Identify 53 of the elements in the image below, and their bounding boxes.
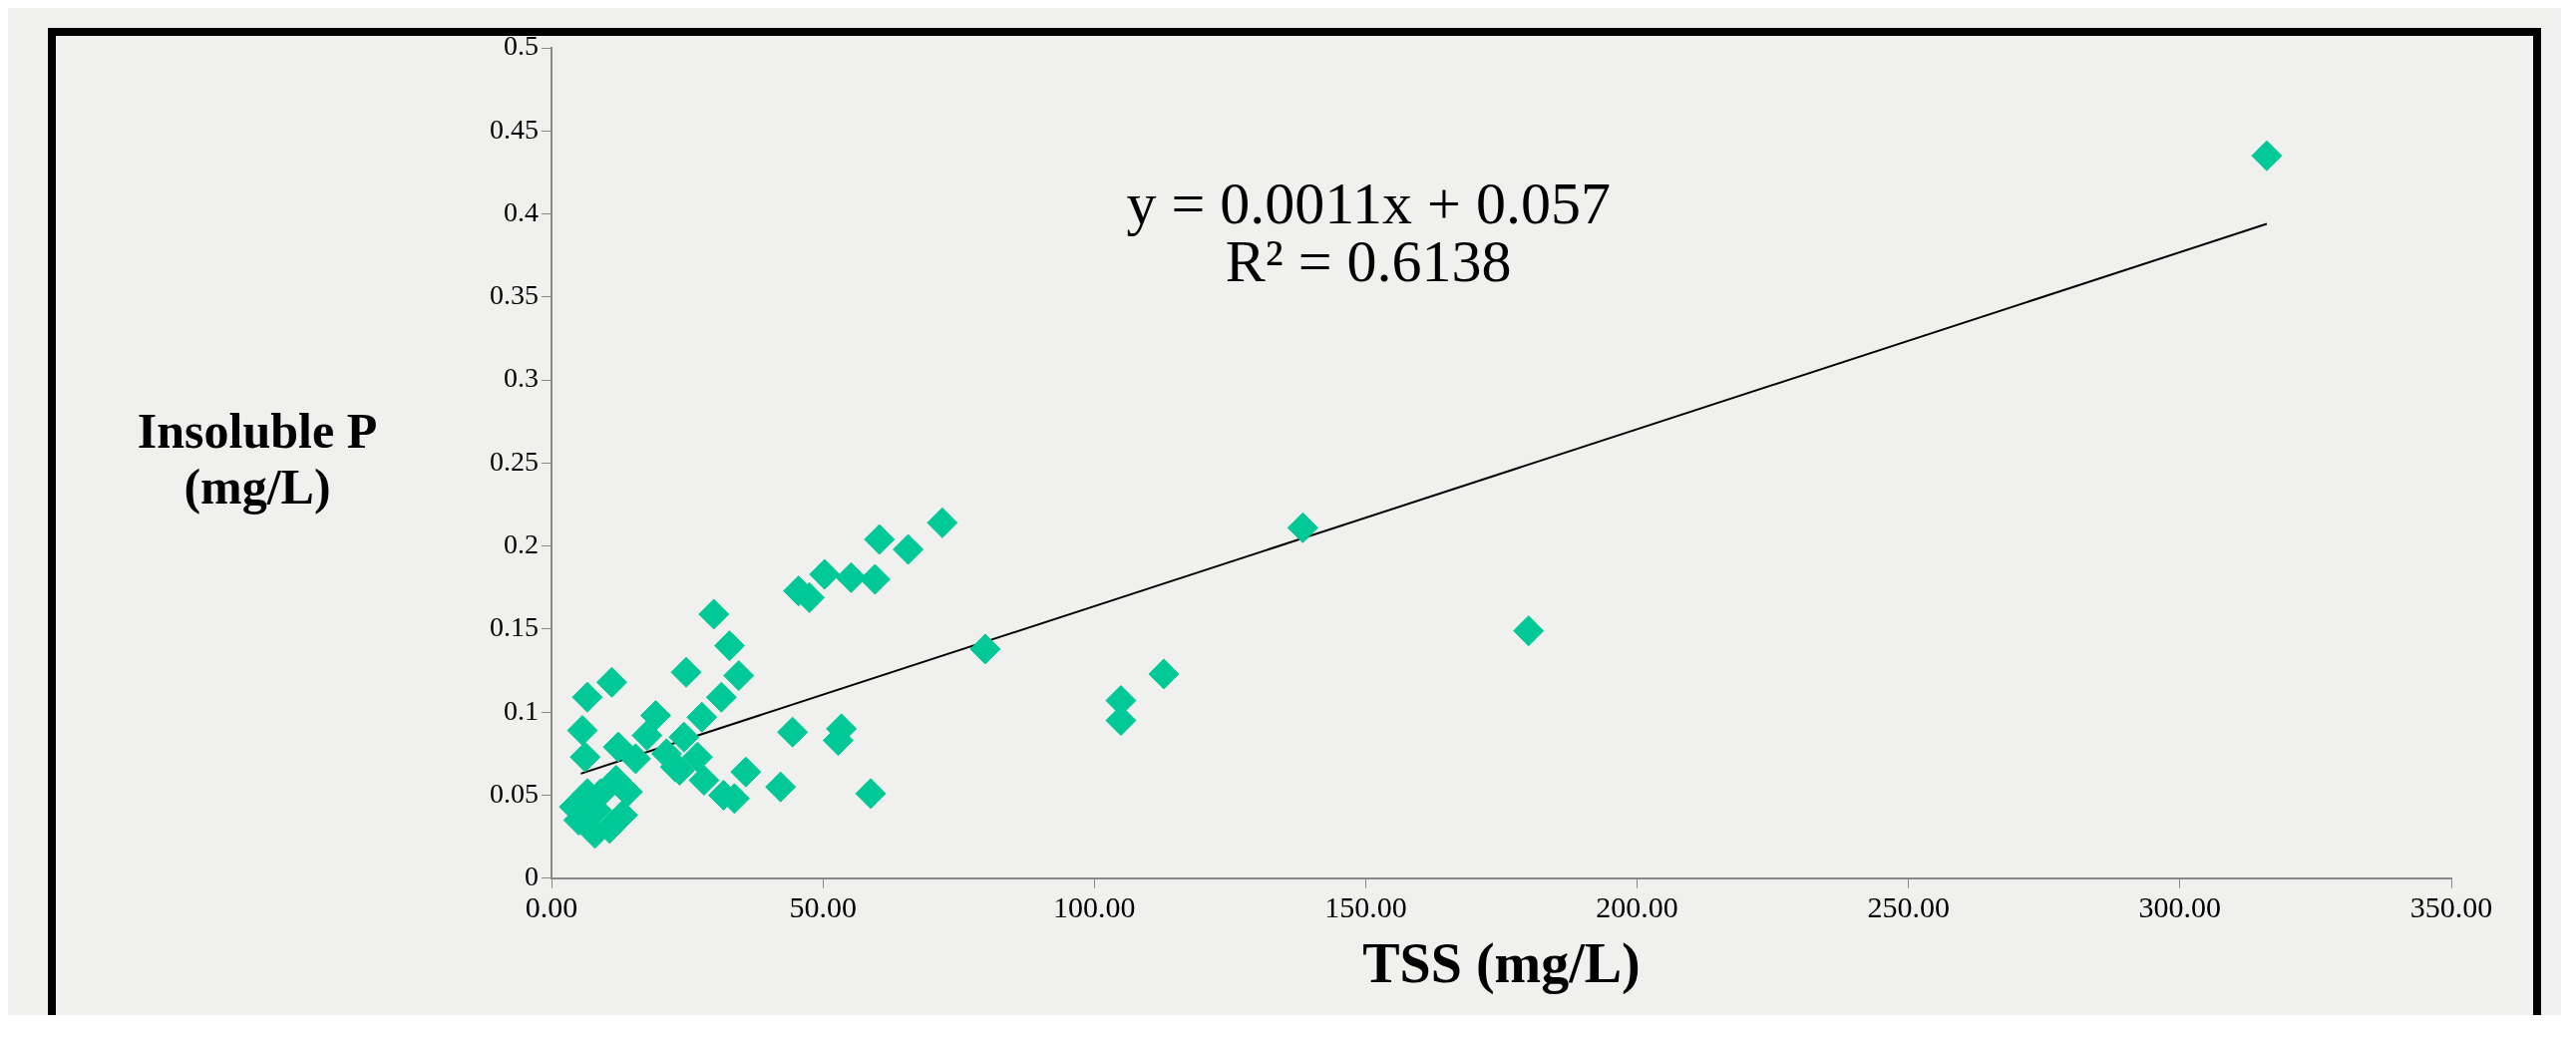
point (730, 756, 762, 788)
point (566, 715, 598, 747)
y-tick-label: 0.35 (490, 279, 539, 311)
y-tick-label: 0.1 (504, 694, 539, 726)
x-tick-label: 200.00 (1596, 889, 1678, 923)
x-tick-label: 350.00 (2409, 889, 2493, 923)
point (864, 523, 896, 555)
x-tick-label: 250.00 (1867, 889, 1950, 923)
point (723, 660, 755, 692)
point (705, 681, 737, 713)
point (602, 731, 634, 763)
point (765, 771, 797, 803)
point (1148, 658, 1180, 690)
y-axis-title: Insoluble P (mg/L) (137, 403, 378, 516)
point (809, 558, 841, 590)
point (569, 741, 601, 773)
y-tick-label: 0.25 (490, 445, 539, 477)
y-tick-label: 0.4 (504, 195, 539, 227)
point (595, 666, 627, 698)
point (670, 656, 702, 688)
point (1287, 512, 1318, 543)
point (777, 716, 809, 748)
point (698, 598, 730, 630)
point (714, 630, 746, 662)
x-tick-label: 100.00 (1053, 889, 1136, 923)
point (893, 533, 924, 565)
x-tick-label: 150.00 (1324, 889, 1407, 923)
y-tick-label: 0.5 (504, 30, 539, 62)
point (619, 743, 651, 775)
point (668, 721, 700, 753)
y-tick-label: 0.45 (490, 113, 539, 145)
point (835, 561, 867, 593)
point (688, 765, 720, 797)
point (640, 700, 671, 732)
point (855, 778, 887, 810)
y-tick-label: 0.3 (504, 362, 539, 394)
point (571, 681, 603, 713)
x-tick-label: 0.00 (525, 889, 578, 923)
point (926, 507, 958, 538)
point (681, 741, 713, 773)
point (686, 701, 718, 733)
y-tick-label: 0.05 (490, 777, 539, 809)
point (606, 800, 638, 832)
x-tick-label: 50.00 (789, 889, 857, 923)
y-tick-label: 0.2 (504, 528, 539, 560)
point (1513, 615, 1545, 647)
point (2251, 140, 2283, 172)
y-tick-label: 0.15 (490, 611, 539, 643)
point (631, 720, 663, 752)
point (969, 633, 1001, 665)
x-tick-label: 300.00 (2138, 889, 2222, 923)
x-axis-title: TSS (mg/L) (1362, 931, 1641, 995)
y-tick-label: 0 (525, 861, 539, 892)
